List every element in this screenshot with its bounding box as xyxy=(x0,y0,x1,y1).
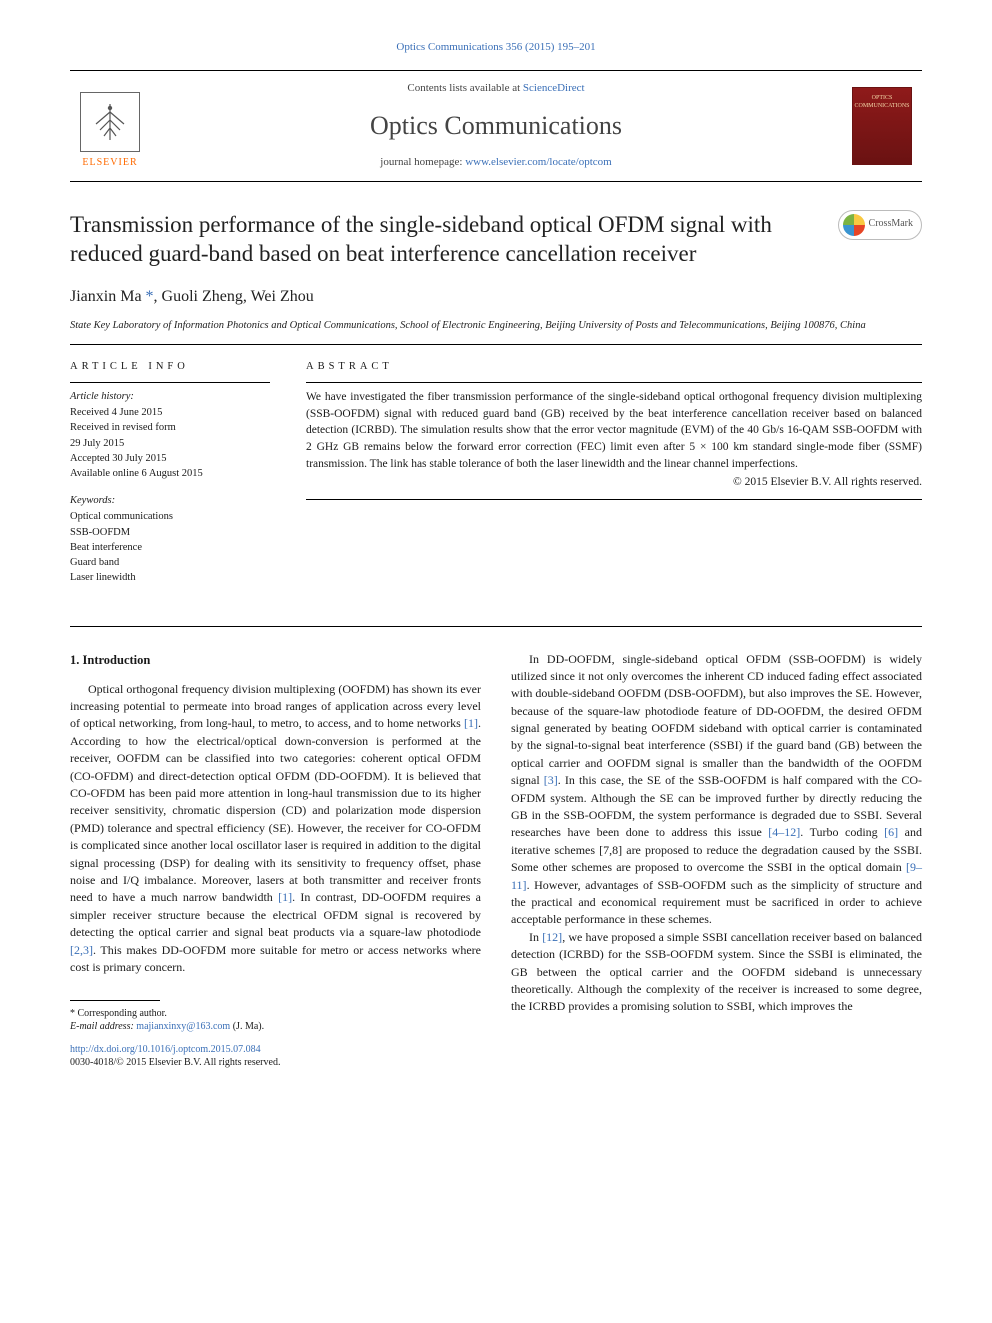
footnote-separator xyxy=(70,1000,160,1001)
doi-link[interactable]: http://dx.doi.org/10.1016/j.optcom.2015.… xyxy=(70,1044,261,1055)
abstract-block: ABSTRACT We have investigated the fiber … xyxy=(306,359,922,586)
author-list: Jianxin Ma *, Guoli Zheng, Wei Zhou xyxy=(70,285,922,308)
column-left: 1. Introduction Optical orthogonal frequ… xyxy=(70,651,481,1070)
abstract-text: We have investigated the fiber transmiss… xyxy=(306,389,922,472)
article-info-block: ARTICLE INFO Article history: Received 4… xyxy=(70,359,270,586)
history-list: Received 4 June 2015Received in revised … xyxy=(70,405,270,481)
author-email-link[interactable]: majianxinxy@163.com xyxy=(136,1021,230,1032)
article-info-heading: ARTICLE INFO xyxy=(70,359,270,374)
contents-prefix: Contents lists available at xyxy=(407,82,522,94)
sciencedirect-link[interactable]: ScienceDirect xyxy=(523,82,585,94)
article-title: Transmission performance of the single-s… xyxy=(70,210,822,270)
keywords-list: Optical communicationsSSB-OOFDMBeat inte… xyxy=(70,509,270,585)
list-item: Optical communications xyxy=(70,509,270,524)
journal-masthead: ELSEVIER Contents lists available at Sci… xyxy=(70,70,922,182)
column-right: In DD-OOFDM, single-sideband optical OFD… xyxy=(511,651,922,1070)
journal-homepage-link[interactable]: www.elsevier.com/locate/optcom xyxy=(465,156,612,168)
issn-copyright: 0030-4018/© 2015 Elsevier B.V. All right… xyxy=(70,1057,280,1068)
paragraph: In [12], we have proposed a simple SSBI … xyxy=(511,929,922,1016)
divider xyxy=(70,382,270,383)
citation-link[interactable]: [1] xyxy=(278,890,292,904)
citation-volume: 356 (2015) xyxy=(506,41,555,53)
citation-pages: 195–201 xyxy=(557,41,596,53)
citation-link[interactable]: [9–11] xyxy=(511,860,922,891)
divider xyxy=(70,626,922,627)
citation-link[interactable]: [4–12] xyxy=(768,825,800,839)
citation-journal: Optics Communications xyxy=(396,41,503,53)
elsevier-wordmark: ELSEVIER xyxy=(82,156,137,171)
list-item: Guard band xyxy=(70,555,270,570)
divider xyxy=(306,382,922,383)
history-label: Article history: xyxy=(70,389,270,404)
section-heading: 1. Introduction xyxy=(70,651,481,669)
list-item: SSB-OOFDM xyxy=(70,525,270,540)
homepage-line: journal homepage: www.elsevier.com/locat… xyxy=(150,155,842,171)
list-item: Laser linewidth xyxy=(70,570,270,585)
citation-link[interactable]: [12] xyxy=(542,930,562,944)
abstract-copyright: © 2015 Elsevier B.V. All rights reserved… xyxy=(306,474,922,491)
list-item: Received 4 June 2015 xyxy=(70,405,270,420)
crossmark-icon xyxy=(843,214,865,236)
masthead-cover: OPTICS COMMUNICATIONS xyxy=(842,81,922,171)
email-line: E-mail address: majianxinxy@163.com (J. … xyxy=(70,1020,481,1033)
crossmark-badge[interactable]: CrossMark xyxy=(838,210,922,240)
email-label: E-mail address: xyxy=(70,1021,136,1032)
paragraph: Optical orthogonal frequency division mu… xyxy=(70,681,481,977)
abstract-heading: ABSTRACT xyxy=(306,359,922,374)
citation-link[interactable]: [3] xyxy=(544,773,558,787)
list-item: Beat interference xyxy=(70,540,270,555)
paragraph: In DD-OOFDM, single-sideband optical OFD… xyxy=(511,651,922,929)
author-affiliation: State Key Laboratory of Information Phot… xyxy=(70,318,922,333)
list-item: Available online 6 August 2015 xyxy=(70,466,270,481)
contents-line: Contents lists available at ScienceDirec… xyxy=(150,81,842,97)
citation-link[interactable]: [6] xyxy=(884,825,898,839)
list-item: 29 July 2015 xyxy=(70,436,270,451)
email-suffix: (J. Ma). xyxy=(230,1021,264,1032)
publisher-logo-block: ELSEVIER xyxy=(70,81,150,171)
doi-issn-block: http://dx.doi.org/10.1016/j.optcom.2015.… xyxy=(70,1043,481,1069)
citation-link[interactable]: [1] xyxy=(464,716,478,730)
keywords-label: Keywords: xyxy=(70,493,270,508)
list-item: Accepted 30 July 2015 xyxy=(70,451,270,466)
list-item: Received in revised form xyxy=(70,420,270,435)
body-columns: 1. Introduction Optical orthogonal frequ… xyxy=(70,651,922,1070)
crossmark-label: CrossMark xyxy=(869,217,913,232)
journal-cover-thumb: OPTICS COMMUNICATIONS xyxy=(852,87,912,165)
divider xyxy=(70,344,922,345)
citation-link[interactable]: [2,3] xyxy=(70,943,93,957)
divider xyxy=(306,499,922,500)
homepage-prefix: journal homepage: xyxy=(380,156,465,168)
running-head-citation: Optics Communications 356 (2015) 195–201 xyxy=(70,40,922,56)
journal-name: Optics Communications xyxy=(150,107,842,145)
masthead-center: Contents lists available at ScienceDirec… xyxy=(150,81,842,171)
corresponding-author-note: * Corresponding author. xyxy=(70,1007,481,1020)
elsevier-tree-icon xyxy=(80,92,140,152)
